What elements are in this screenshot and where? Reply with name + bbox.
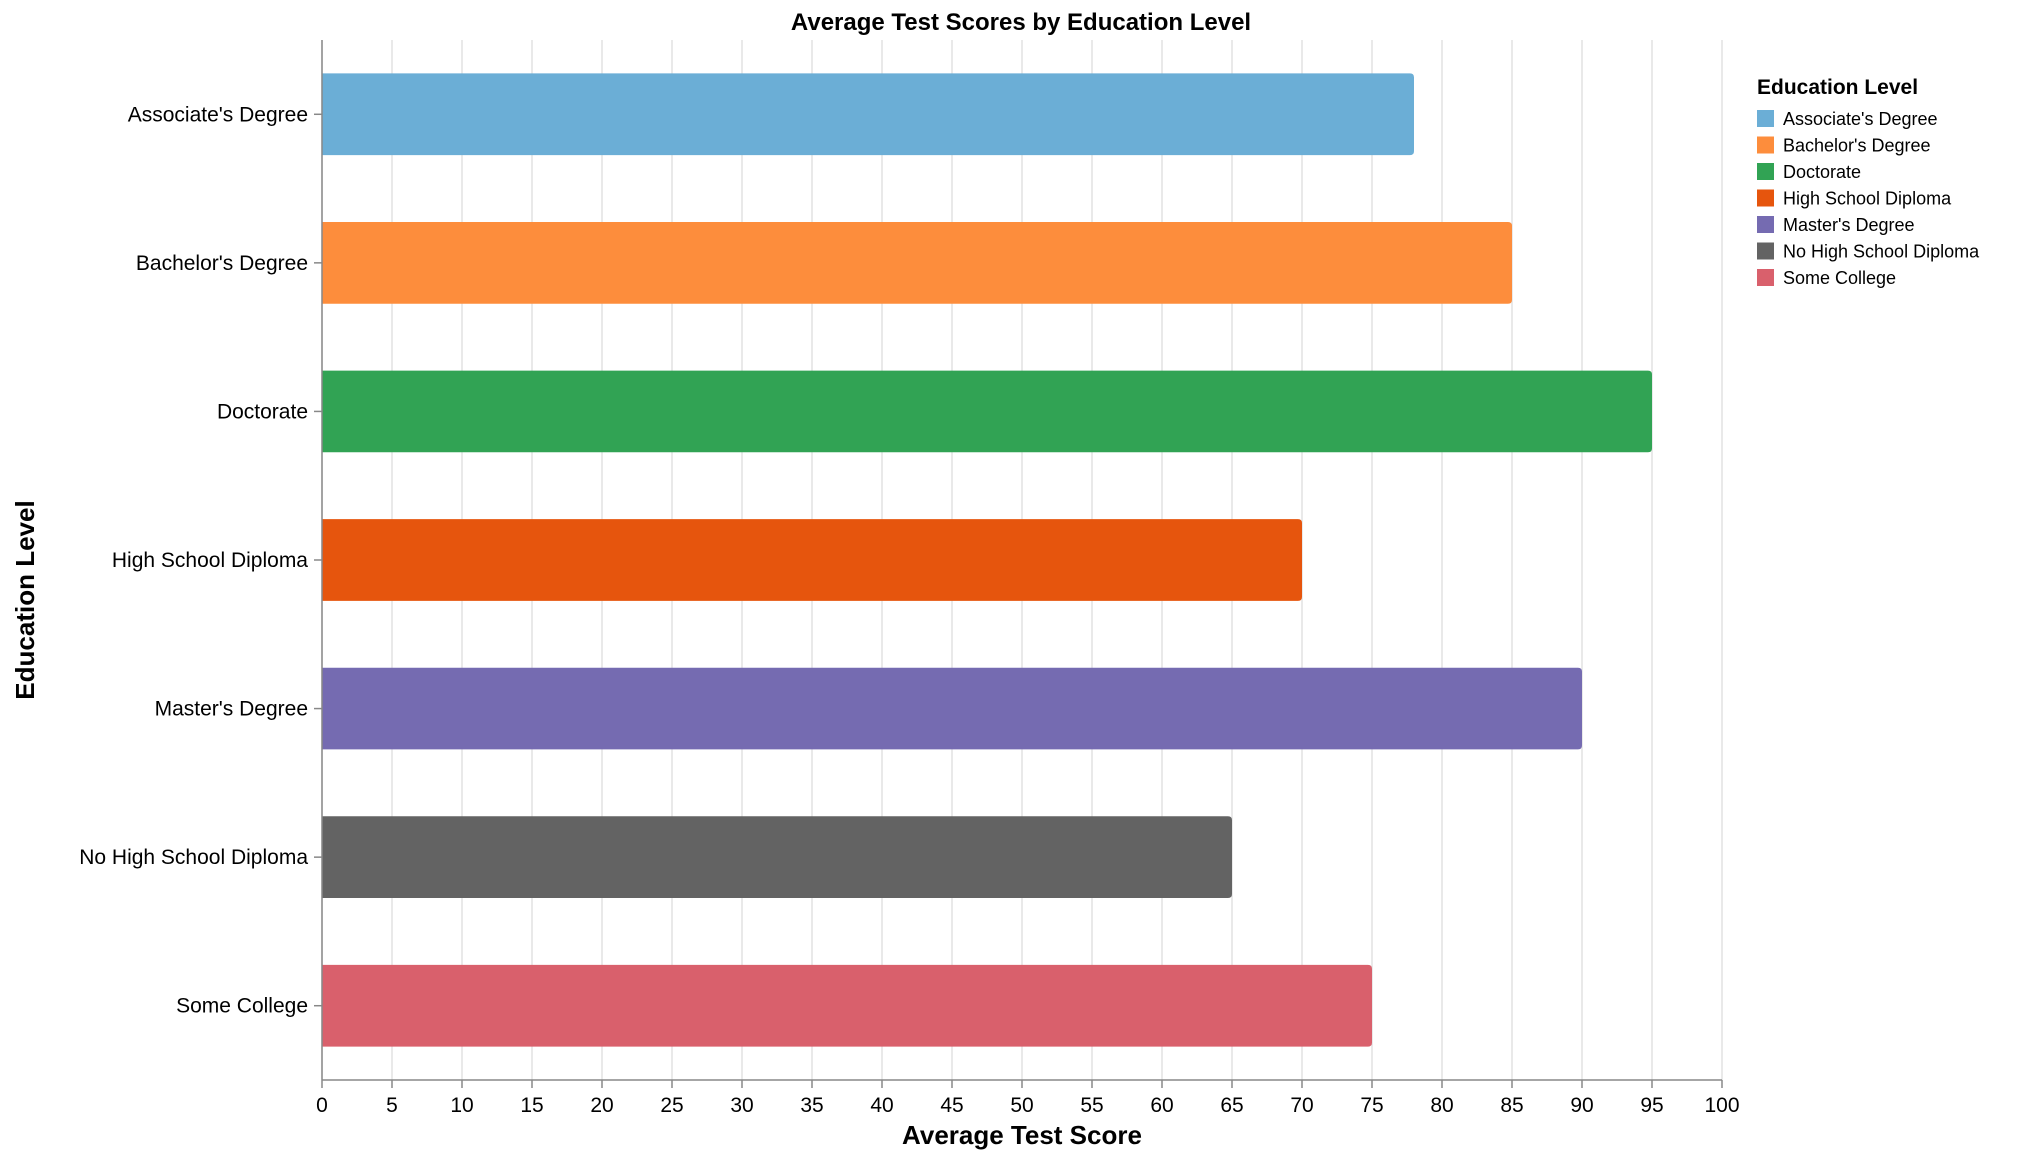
- x-tick-label-3: 15: [520, 1094, 543, 1117]
- legend-label-5: No High School Diploma: [1783, 242, 1980, 262]
- x-tick-label-10: 50: [1010, 1094, 1033, 1117]
- legend: Education Level Associate's Degree Bachel…: [1757, 76, 1980, 288]
- legend-label-3: High School Diploma: [1783, 189, 1952, 209]
- x-tick-label-11: 55: [1080, 1094, 1103, 1117]
- y-tick-label-6: Some College: [176, 995, 308, 1018]
- legend-swatch-0: [1757, 110, 1774, 127]
- x-tick-label-5: 25: [660, 1094, 683, 1117]
- x-tick-label-4: 20: [590, 1094, 613, 1117]
- x-tick-label-1: 5: [386, 1094, 398, 1117]
- x-tick-label-6: 30: [730, 1094, 753, 1117]
- legend-title: Education Level: [1757, 76, 1918, 99]
- legend-swatch-3: [1757, 189, 1774, 207]
- bar-1[interactable]: [322, 222, 1512, 304]
- legend-label-6: Some College: [1783, 268, 1896, 288]
- y-tick-label-3: High School Diploma: [112, 549, 308, 572]
- legend-label-1: Bachelor's Degree: [1783, 136, 1931, 156]
- legend-label-4: Master's Degree: [1783, 215, 1914, 235]
- y-tick-label-4: Master's Degree: [155, 698, 308, 721]
- x-tick-label-16: 80: [1430, 1094, 1453, 1117]
- x-tick-label-0: 0: [316, 1094, 328, 1117]
- y-tick-label-5: No High School Diploma: [79, 846, 308, 869]
- y-tick-label-2: Doctorate: [217, 400, 308, 423]
- x-tick-label-17: 85: [1500, 1094, 1523, 1117]
- chart-title: Average Test Scores by Education Level: [791, 9, 1251, 36]
- legend-swatch-2: [1757, 163, 1774, 180]
- legend-swatch-6: [1757, 269, 1774, 286]
- x-tick-label-8: 40: [870, 1094, 893, 1117]
- x-tick-label-20: 100: [1704, 1094, 1739, 1117]
- x-tick-label-2: 10: [450, 1094, 473, 1117]
- legend-swatch-1: [1757, 136, 1774, 154]
- x-tick-label-7: 35: [800, 1094, 823, 1117]
- x-tick-label-18: 90: [1570, 1094, 1593, 1117]
- bar-3[interactable]: [322, 519, 1302, 601]
- legend-swatch-5: [1757, 242, 1774, 260]
- x-tick-label-13: 65: [1220, 1094, 1243, 1117]
- legend-swatch-4: [1757, 216, 1774, 233]
- x-tick-label-14: 70: [1290, 1094, 1313, 1117]
- bar-4[interactable]: [322, 667, 1582, 750]
- x-tick-label-19: 95: [1640, 1094, 1663, 1117]
- y-axis-title: Education Level: [10, 500, 40, 699]
- x-tick-label-12: 60: [1150, 1094, 1173, 1117]
- bar-2[interactable]: [322, 370, 1652, 453]
- legend-label-0: Associate's Degree: [1783, 109, 1938, 129]
- legend-label-2: Doctorate: [1783, 162, 1861, 182]
- bar-6[interactable]: [322, 964, 1372, 1047]
- x-tick-label-15: 75: [1360, 1094, 1383, 1117]
- bar-0[interactable]: [322, 73, 1414, 156]
- axes: 0 5 10 15 20 25 30 35 40 45 50 55 60 65 70 75 80 85 90 95 10…: [79, 40, 1740, 1117]
- bars: [322, 73, 1652, 1047]
- x-axis-title: Average Test Score: [902, 1120, 1142, 1150]
- y-tick-label-0: Associate's Degree: [128, 103, 308, 126]
- x-tick-label-9: 45: [940, 1094, 963, 1117]
- y-tick-label-1: Bachelor's Degree: [136, 252, 308, 275]
- bar-5[interactable]: [322, 816, 1232, 898]
